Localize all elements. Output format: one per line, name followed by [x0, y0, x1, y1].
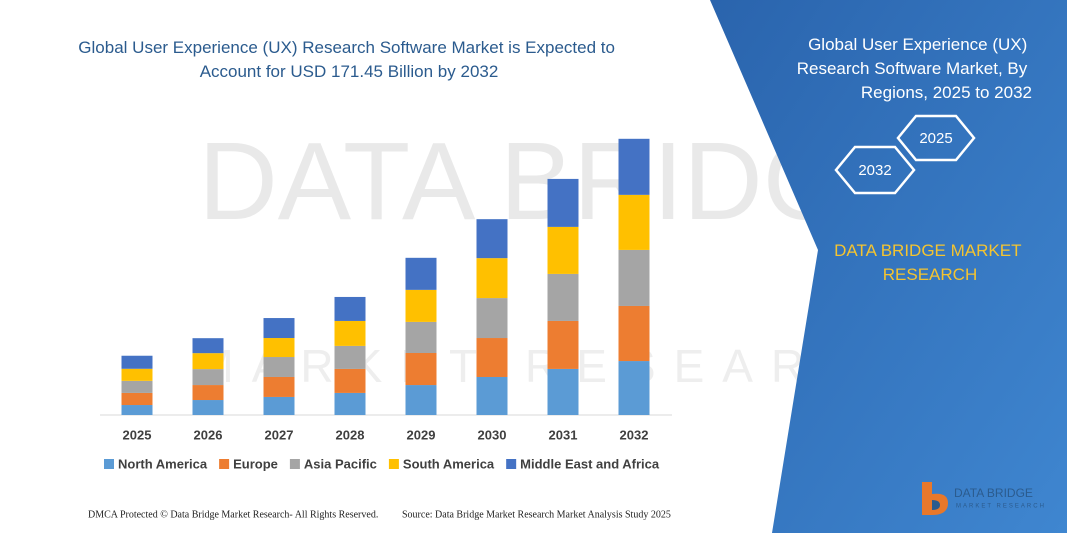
x-tick-label: 2026 [194, 427, 223, 442]
legend-label: South America [403, 456, 495, 471]
bar-segment [618, 249, 650, 306]
bar-segment [476, 338, 508, 377]
bar-segment [263, 338, 295, 358]
badge-label: 2025 [919, 130, 952, 147]
bar-segment [192, 353, 224, 370]
bar-segment [547, 273, 579, 321]
bar-segment [405, 352, 437, 386]
x-tick-label: 2032 [620, 427, 649, 442]
legend-label: Middle East and Africa [520, 456, 660, 471]
bar-segment [405, 321, 437, 353]
bar-segment [334, 392, 366, 415]
x-tick-label: 2025 [123, 427, 152, 442]
bar-segment [476, 219, 508, 259]
bar-segment [476, 258, 508, 299]
bar-segment [547, 320, 579, 369]
brand-text: DATA BRIDGE MARKET RESEARCH [834, 241, 1026, 284]
legend-label: Europe [233, 456, 278, 471]
chart-title-text: Global User Experience (UX) Research Sof… [78, 38, 619, 81]
side-title-text: Global User Experience (UX) Research Sof… [797, 35, 1032, 102]
bar-segment [334, 320, 366, 346]
bar-segment [476, 376, 508, 415]
plot: 2025 2026 2027 2028 2029 2030 2031 2032 [100, 138, 672, 442]
logo-name: DATA BRIDGE [954, 486, 1033, 500]
bar-segment [334, 368, 366, 393]
legend-swatch [506, 459, 517, 469]
bar-segment [121, 355, 153, 369]
bar-segment [192, 369, 224, 386]
x-tick-label: 2029 [407, 427, 436, 442]
bar-segment [547, 178, 579, 227]
x-tick-label: 2030 [478, 427, 507, 442]
bar-segment [618, 361, 650, 415]
legend: North America Europe Asia Pacific South Ame… [104, 456, 660, 471]
badge [896, 114, 976, 162]
badge-label: 2032 [858, 162, 891, 179]
brand: DATA BRIDGE MARKET RESEARCH [834, 241, 1026, 284]
bar-segment [263, 357, 295, 377]
badge [834, 145, 916, 195]
logo-tagline: MARKET RESEARCH [956, 504, 1046, 510]
bar-segment [476, 298, 508, 339]
bar-segment [618, 305, 650, 362]
legend-swatch [219, 459, 230, 469]
x-tick-label: 2027 [265, 427, 294, 442]
bar-segment [121, 392, 153, 406]
bar-segment [263, 396, 295, 415]
legend-swatch [388, 459, 399, 469]
chart-title: Global User Experience (UX) Research Sof… [78, 38, 619, 81]
legend-swatch [104, 459, 114, 469]
x-tick-label: 2028 [336, 427, 365, 442]
side-panel [710, 0, 1067, 533]
x-tick-label: 2031 [549, 427, 578, 442]
bar-segment [121, 380, 153, 393]
bar-segment [334, 296, 366, 321]
bar-segment [263, 318, 295, 339]
bar-segment [405, 385, 437, 415]
legend-label: Asia Pacific [304, 456, 377, 471]
footer-left: DMCA Protected © Data Bridge Market Rese… [88, 509, 378, 520]
footer-right: Source: Data Bridge Market Research Mark… [402, 509, 671, 520]
bar-segment [618, 138, 650, 195]
bar-segment [121, 368, 153, 381]
bar-segment [547, 368, 579, 415]
logo-mark [932, 500, 940, 510]
side-title: Global User Experience (UX) Research Sof… [797, 35, 1032, 102]
bar-segment [547, 226, 579, 274]
bar-segment [263, 376, 295, 397]
bar-segment [405, 289, 437, 322]
legend-label: North America [118, 456, 208, 471]
logo-mark [922, 482, 948, 515]
bar-segment [618, 194, 650, 250]
bar-segment [405, 257, 437, 290]
bar-segment [192, 400, 224, 415]
bar-segment [121, 405, 153, 415]
bar-segment [192, 385, 224, 401]
legend-swatch [289, 459, 300, 469]
bar-segment [334, 345, 366, 369]
bar-segment [192, 338, 224, 354]
